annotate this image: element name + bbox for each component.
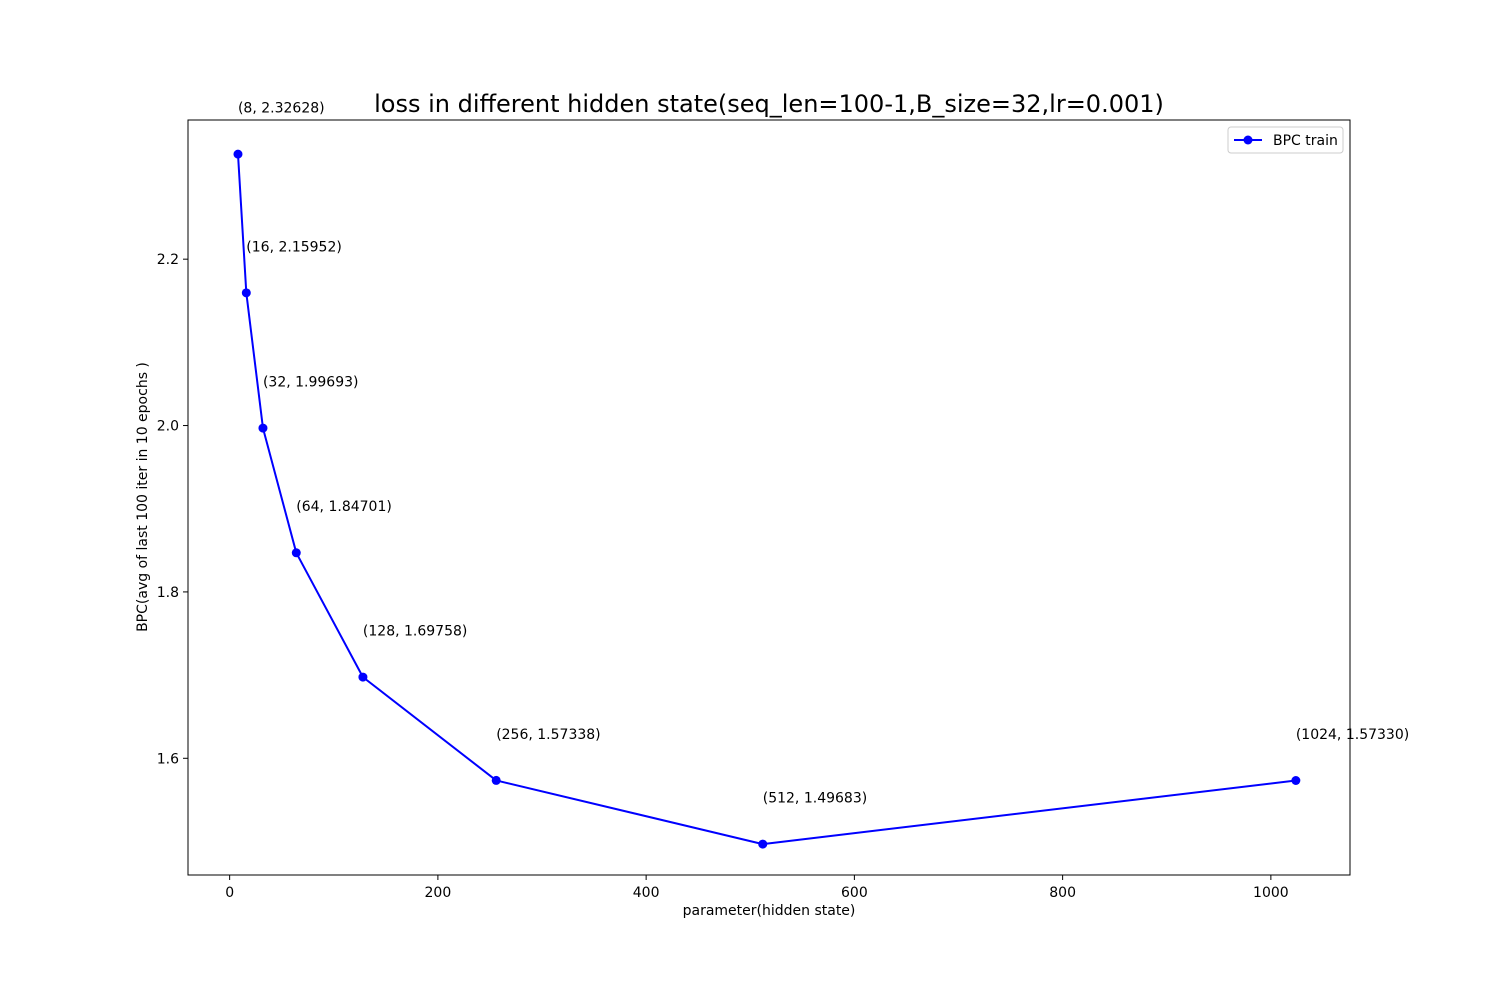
data-point (258, 423, 268, 433)
chart-title: loss in different hidden state(seq_len=1… (374, 90, 1164, 118)
data-point (358, 672, 368, 682)
y-tick-label: 2.0 (157, 419, 179, 435)
data-point (491, 775, 501, 785)
x-tick-label: 200 (425, 885, 452, 901)
data-label: (32, 1.99693) (263, 375, 359, 391)
legend-marker-swatch (1243, 135, 1253, 145)
y-axis-label: BPC(avg of last 100 iter in 10 epochs ) (135, 362, 151, 632)
data-point (758, 839, 768, 849)
x-tick-label: 400 (633, 885, 660, 901)
x-tick-label: 600 (841, 885, 868, 901)
data-label: (128, 1.69758) (363, 624, 467, 640)
x-axis: 0 200 400 600 800 1000 (225, 875, 1289, 901)
annotation-layer: (8, 2.32628) (16, 2.15952) (32, 1.99693) (6… (238, 101, 1409, 807)
series-line-bpc-train (236, 154, 1296, 846)
x-tick-label: 0 (225, 885, 234, 901)
data-label: (8, 2.32628) (238, 101, 325, 117)
y-tick-label: 1.8 (157, 585, 179, 601)
series-layer (233, 149, 1301, 849)
data-label: (256, 1.57338) (496, 727, 600, 743)
y-axis: 1.6 1.8 2.0 2.2 (157, 252, 188, 767)
x-tick-label: 1000 (1253, 885, 1289, 901)
y-tick-label: 1.6 (157, 751, 179, 767)
x-axis-label: parameter(hidden state) (683, 903, 856, 919)
data-label: (64, 1.84701) (296, 499, 392, 515)
x-tick-label: 800 (1049, 885, 1076, 901)
y-tick-label: 2.2 (157, 252, 179, 268)
data-point (1291, 776, 1301, 786)
plot-frame (187, 119, 1351, 876)
plot-area (187, 119, 1351, 876)
data-label: (16, 2.15952) (246, 239, 342, 255)
legend-label: BPC train (1273, 133, 1338, 149)
data-label: (512, 1.49683) (763, 791, 867, 807)
legend-box (1227, 126, 1344, 154)
data-label: (1024, 1.57330) (1296, 727, 1409, 743)
data-point (233, 149, 243, 159)
data-point (291, 548, 301, 558)
data-point (241, 288, 251, 298)
legend: BPC train (1227, 126, 1344, 154)
